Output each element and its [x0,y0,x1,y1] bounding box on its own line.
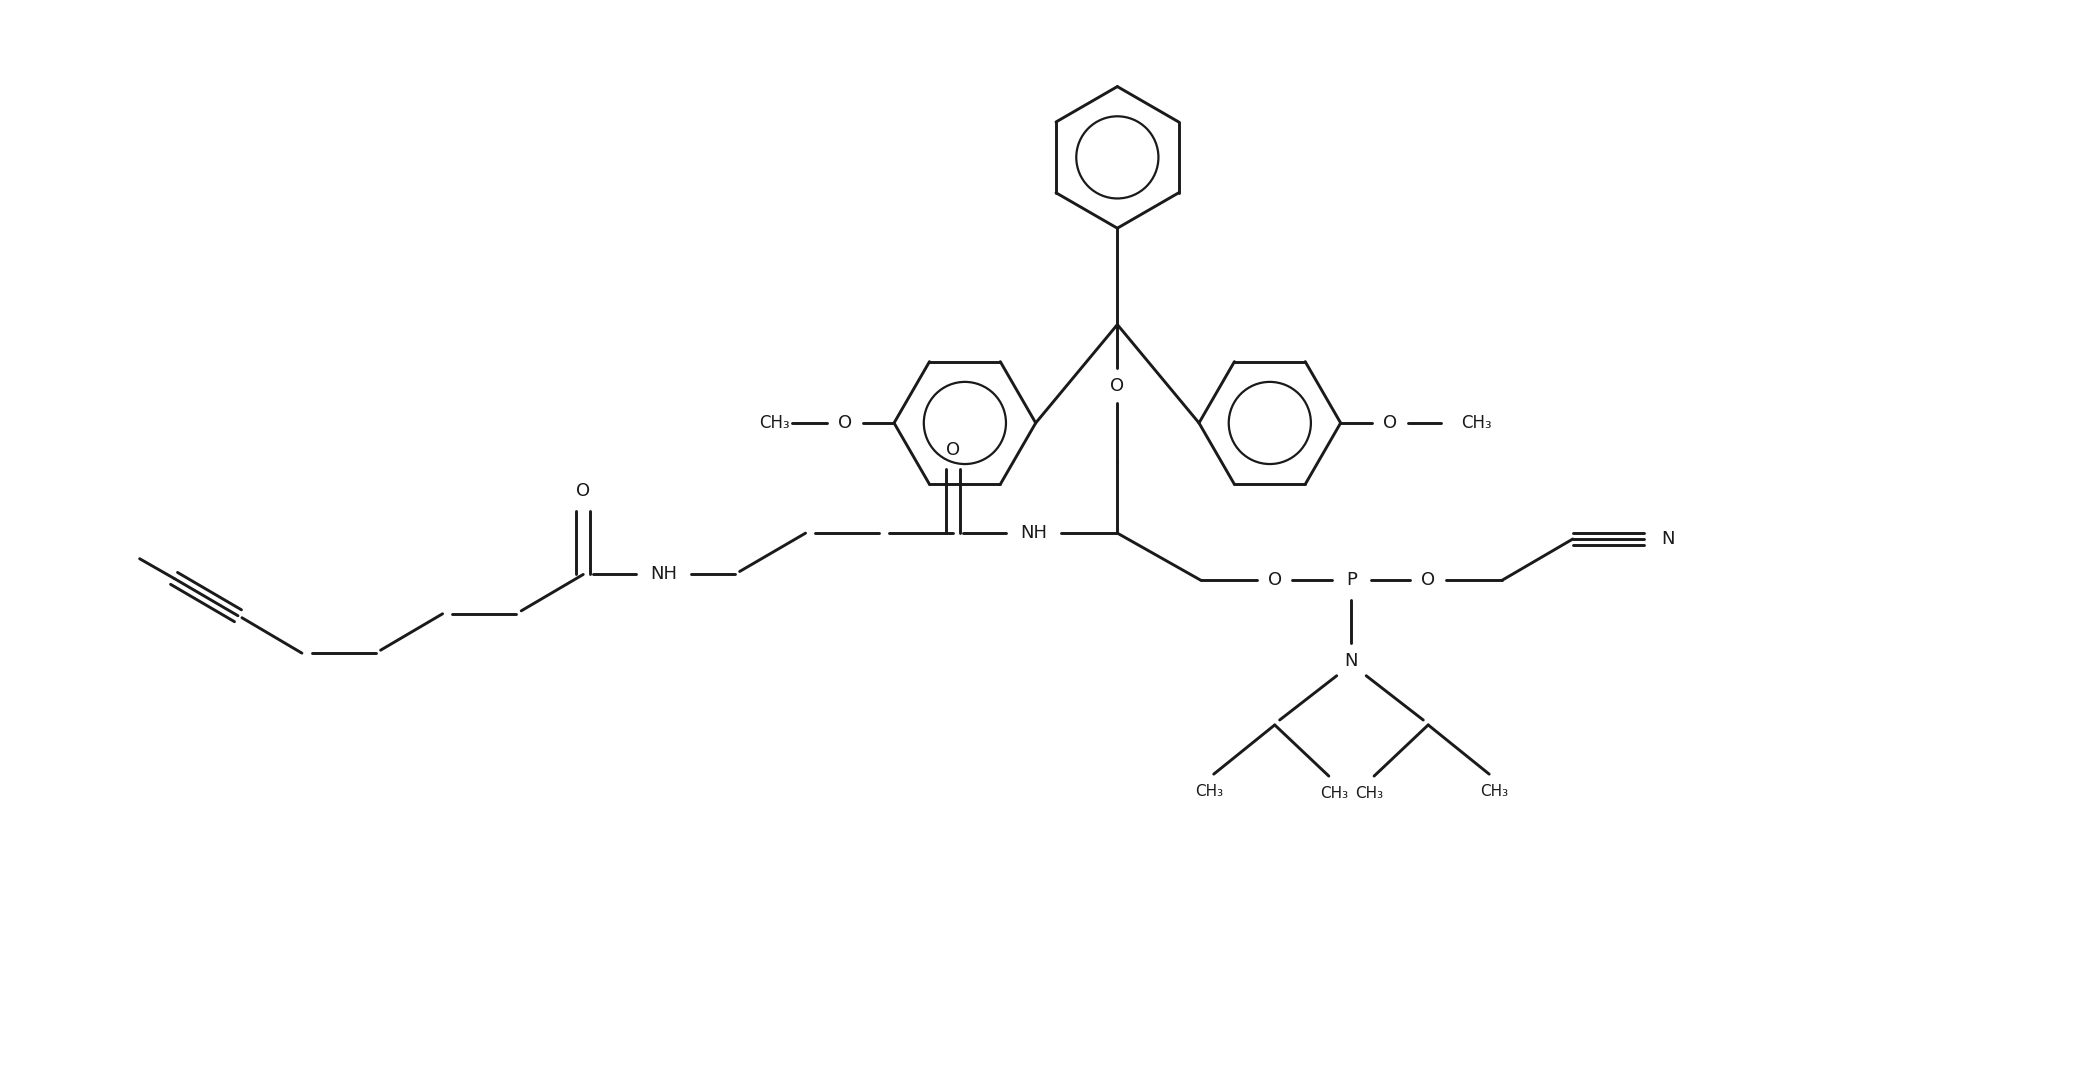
Text: N: N [1344,652,1359,670]
Text: O: O [946,440,960,459]
Text: CH₃: CH₃ [1319,787,1348,802]
Text: CH₃: CH₃ [759,414,788,432]
Text: N: N [1661,530,1676,547]
Text: NH: NH [650,566,677,583]
Text: O: O [577,481,589,500]
Text: CH₃: CH₃ [1355,787,1384,802]
Text: CH₃: CH₃ [1462,414,1491,432]
Text: CH₃: CH₃ [1480,784,1508,800]
Text: O: O [1109,377,1124,395]
Text: O: O [1422,571,1434,590]
Text: O: O [1269,571,1281,590]
Text: NH: NH [1021,524,1046,542]
Text: O: O [1382,414,1397,432]
Text: O: O [839,414,851,432]
Text: CH₃: CH₃ [1195,784,1223,800]
Text: P: P [1346,571,1357,590]
